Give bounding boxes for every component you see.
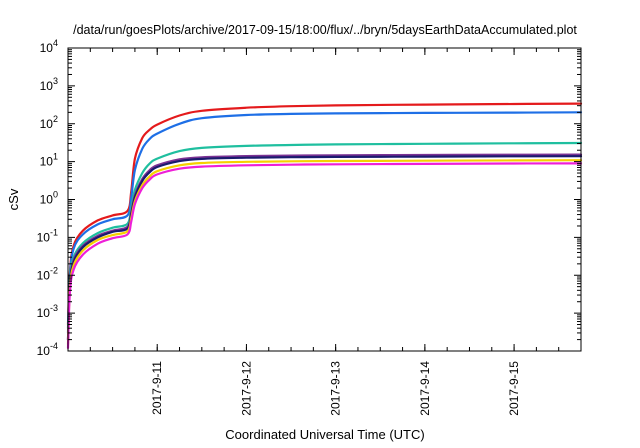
y-tick-label: 102 bbox=[40, 114, 58, 131]
y-tick-base: 10 bbox=[40, 155, 54, 169]
x-tick-label: 2017-9-13 bbox=[329, 361, 343, 416]
y-tick-label: 104 bbox=[40, 38, 58, 55]
y-tick-label: 10-3 bbox=[37, 303, 58, 320]
plot-frame bbox=[67, 47, 582, 352]
y-tick-exponent: 1 bbox=[53, 152, 58, 162]
y-tick-base: 10 bbox=[40, 117, 54, 131]
y-tick-base: 10 bbox=[37, 230, 51, 244]
y-tick-base: 10 bbox=[37, 306, 51, 320]
x-tick-label: 2017-9-12 bbox=[239, 361, 253, 416]
y-tick-base: 10 bbox=[37, 344, 51, 358]
x-tick-label: 2017-9-14 bbox=[418, 361, 432, 416]
y-tick-exponent: -1 bbox=[50, 227, 58, 237]
series-line-4 bbox=[66, 153, 583, 341]
series-line-5 bbox=[66, 155, 583, 341]
x-axis: 2017-9-11 2017-9-12 2017-9-13 2017-9-14 2017… bbox=[67, 48, 582, 416]
series-line-7 bbox=[66, 162, 583, 350]
y-tick-exponent: -4 bbox=[50, 341, 58, 351]
chart-title: /data/run/goesPlots/archive/2017-09-15/1… bbox=[73, 23, 577, 37]
y-tick-label: 100 bbox=[40, 190, 58, 207]
series-line-6 bbox=[66, 159, 583, 346]
y-tick-base: 10 bbox=[37, 268, 51, 282]
series-layer bbox=[66, 102, 583, 350]
x-tick-label: 2017-9-11 bbox=[150, 361, 164, 415]
y-tick-exponent: -2 bbox=[50, 265, 58, 275]
x-tick-label: 2017-9-15 bbox=[507, 361, 521, 416]
x-axis-title: Coordinated Universal Time (UTC) bbox=[225, 427, 424, 442]
y-axis-title: cSv bbox=[6, 188, 21, 210]
plot-area bbox=[67, 47, 582, 352]
y-tick-exponent: 2 bbox=[53, 114, 58, 124]
y-tick-exponent: -3 bbox=[50, 303, 58, 313]
y-tick-label: 10-2 bbox=[37, 265, 58, 282]
y-tick-base: 10 bbox=[40, 41, 54, 55]
y-tick-label: 101 bbox=[40, 152, 58, 169]
series-line-1 bbox=[66, 102, 583, 326]
y-tick-exponent: 3 bbox=[53, 76, 58, 86]
y-tick-base: 10 bbox=[40, 79, 54, 93]
series-line-3 bbox=[66, 141, 583, 334]
series-line-2 bbox=[66, 111, 583, 330]
y-tick-label: 103 bbox=[40, 76, 58, 93]
y-tick-label: 10-4 bbox=[37, 341, 58, 358]
y-tick-exponent: 0 bbox=[53, 190, 58, 200]
y-tick-label: 10-1 bbox=[37, 227, 58, 244]
y-tick-base: 10 bbox=[40, 193, 54, 207]
y-tick-exponent: 4 bbox=[53, 38, 58, 48]
